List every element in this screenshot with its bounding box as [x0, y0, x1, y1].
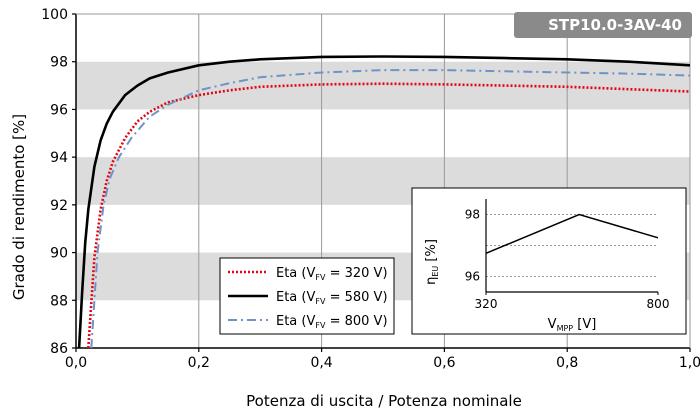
- inset-line: [485, 213, 659, 254]
- model-badge-background: [514, 12, 692, 38]
- legend-label-2: Eta (VFV = 580 V): [276, 290, 388, 306]
- legend-label-1: Eta (VFV = 320 V): [276, 266, 388, 282]
- y-axis-title: Grado di rendimento [%]: [10, 114, 28, 300]
- series-line-3: [90, 69, 691, 349]
- inset-grid: [486, 214, 658, 277]
- tick-labels: 0,0 0,2 0,4 0,6 0,8 1,0 86 88 90 92 94 96 98 100: [41, 7, 700, 371]
- x-axis-title: Potenza di uscita / Potenza nominale: [246, 392, 522, 410]
- y-tick-label: 88: [50, 293, 68, 309]
- series-line-1: [87, 82, 691, 349]
- y-tick-label: 94: [50, 150, 68, 166]
- inset-axes: [485, 199, 658, 293]
- x-tick-label: 0,0: [65, 355, 87, 371]
- inset-y-tick-label: 96: [465, 270, 480, 284]
- inset-tick-labels: 320 800 96 98: [465, 208, 670, 312]
- inset-x-tick-label: 800: [647, 297, 670, 311]
- y-tick-label: 100: [41, 7, 68, 23]
- series-line-2: [77, 55, 691, 349]
- inset-series: [485, 213, 659, 254]
- y-tick-label: 92: [50, 198, 68, 214]
- x-tick-label: 0,2: [188, 355, 210, 371]
- inset-box: [411, 187, 687, 335]
- inset-y-tick-label: 98: [465, 208, 480, 222]
- x-tick-label: 1,0: [679, 355, 700, 371]
- x-tick-label: 0,6: [433, 355, 455, 371]
- inset-chart: 320 800 96 98 ηEU [%] VMPP [V]: [411, 187, 687, 335]
- y-tick-label: 86: [50, 341, 68, 357]
- x-tick-label: 0,8: [556, 355, 578, 371]
- y-tick-label: 96: [50, 102, 68, 118]
- y-tick-label: 98: [50, 55, 68, 71]
- legend: Eta (VFV = 320 V) Eta (VFV = 580 V) Eta (V…: [219, 257, 395, 335]
- inset-y-title: ηEU [%]: [424, 239, 440, 285]
- model-badge: STP10.0-3AV-40: [514, 12, 692, 38]
- model-label: STP10.0-3AV-40: [548, 16, 682, 34]
- inset-x-title: VMPP [V]: [548, 317, 597, 333]
- inset-x-tick-label: 320: [475, 297, 498, 311]
- y-tick-label: 90: [50, 246, 68, 262]
- x-tick-label: 0,4: [310, 355, 332, 371]
- series-lines: [77, 55, 691, 349]
- legend-label-3: Eta (VFV = 800 V): [276, 314, 388, 330]
